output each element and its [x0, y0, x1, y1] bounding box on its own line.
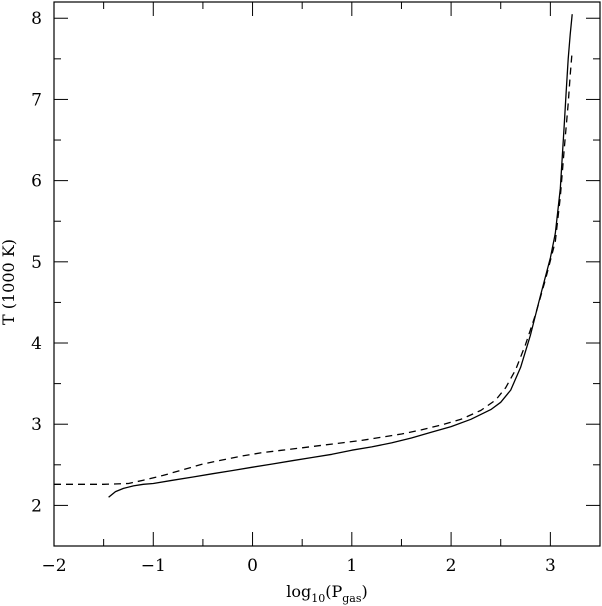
- y-tick-label: 3: [31, 415, 42, 435]
- x-axis-label: log10(Pgas): [286, 582, 368, 605]
- y-tick-label: 7: [31, 90, 42, 110]
- x-tick-label: −2: [41, 556, 66, 576]
- x-tick-label: 2: [446, 556, 457, 576]
- x-axis-label-base: log: [286, 582, 311, 601]
- series-line-dashed: [54, 50, 573, 485]
- x-tick-label: 0: [247, 556, 258, 576]
- y-tick-label: 5: [31, 253, 42, 273]
- y-tick-label: 4: [31, 334, 42, 354]
- plot-frame: [53, 1, 601, 547]
- x-tick-label: 1: [346, 556, 357, 576]
- x-axis-label-base-sub: 10: [311, 592, 325, 605]
- x-axis-label-var-sub: gas: [342, 592, 362, 605]
- series-line-solid: [108, 14, 573, 498]
- y-axis-label: T (1000 K): [0, 239, 18, 325]
- series-layer: [54, 14, 573, 498]
- x-axis-label-open: (P: [325, 582, 342, 601]
- y-tick-label: 8: [31, 9, 42, 29]
- x-axis-label-close: ): [362, 582, 368, 601]
- x-tick-label: 3: [545, 556, 556, 576]
- y-tick-label: 2: [31, 496, 42, 516]
- ticks-layer: −2 −1 0 1 2 3 2 3 4 5 6 7 8: [31, 2, 601, 576]
- y-tick-label: 6: [31, 172, 42, 192]
- x-tick-label: −1: [141, 556, 166, 576]
